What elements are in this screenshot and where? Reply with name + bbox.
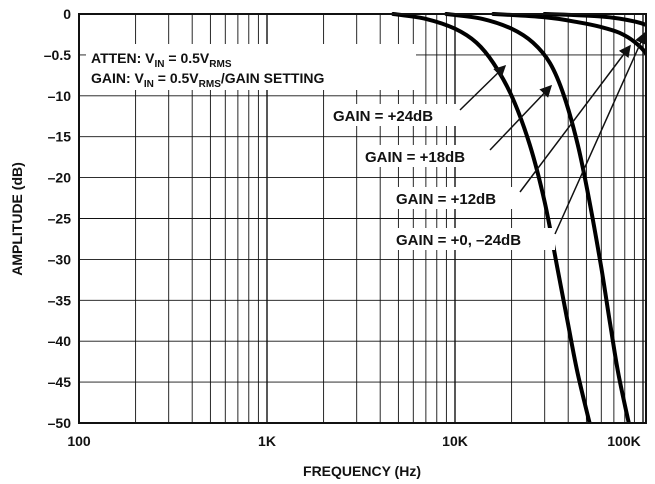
y-tick-label: –45 [48,374,72,390]
y-tick-label: –35 [48,292,72,308]
x-tick-labels: 100 1K 10K 100K [67,433,640,449]
x-tick-label: 1K [258,433,276,449]
y-tick-label: –20 [48,170,72,186]
y-tick-label: –10 [48,88,72,104]
y-tick-label: –25 [48,211,72,227]
label-gain-24db: GAIN = +24dB [333,108,433,125]
label-gain-0-24db: GAIN = +0, –24dB [396,232,521,249]
arrow-gain-24db [460,66,505,110]
x-tick-label: 10K [442,433,468,449]
x-axis-label: FREQUENCY (Hz) [303,463,421,479]
x-tick-label: 100K [607,433,640,449]
series-line-3 [545,14,655,35]
y-tick-label: –50 [48,415,72,431]
y-tick-label: –15 [48,129,72,145]
y-tick-label: –30 [48,251,72,267]
y-tick-label: –0.5 [44,47,71,63]
y-tick-labels: 0 –0.5 –10 –15 –20 –25 –30 –35 –40 –45 –50 [44,6,71,431]
y-axis-label: AMPLITUDE (dB) [9,162,25,276]
label-gain-12db: GAIN = +12dB [396,191,496,208]
y-tick-label: –40 [48,333,72,349]
x-tick-label: 100 [67,433,91,449]
label-gain-18db: GAIN = +18dB [365,149,465,166]
y-tick-label: 0 [63,6,71,22]
curve-labels: GAIN = +24dB GAIN = +18dB GAIN = +12dB G… [327,104,555,250]
